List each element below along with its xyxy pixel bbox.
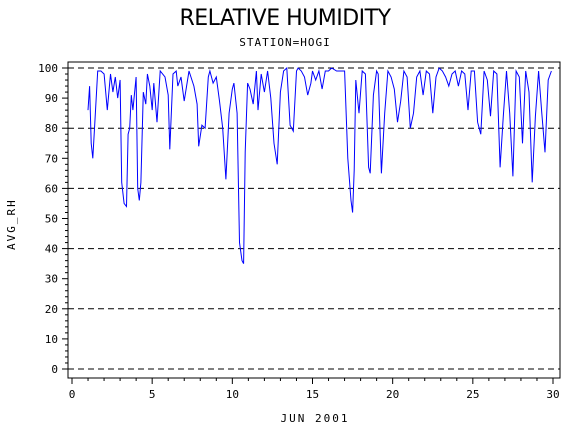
x-tick-label: 15 bbox=[306, 388, 319, 401]
x-tick-label: 20 bbox=[386, 388, 399, 401]
y-tick-label: 20 bbox=[45, 303, 58, 316]
x-axis-label: JUN 2001 bbox=[280, 412, 350, 425]
y-tick-label: 10 bbox=[45, 333, 58, 346]
y-tick-label: 30 bbox=[45, 273, 58, 286]
x-tick-label: 30 bbox=[546, 388, 559, 401]
y-tick-label: 100 bbox=[38, 62, 58, 75]
x-tick-label: 25 bbox=[466, 388, 479, 401]
rh-series-line bbox=[87, 66, 552, 264]
chart-subtitle: STATION=HOGI bbox=[239, 36, 331, 49]
x-tick-label: 5 bbox=[149, 388, 156, 401]
y-tick-label: 50 bbox=[45, 213, 58, 226]
y-tick-label: 80 bbox=[45, 122, 58, 135]
chart-title: RELATIVE HUMIDITY bbox=[179, 6, 391, 31]
x-tick-label: 10 bbox=[226, 388, 239, 401]
y-tick-label: 70 bbox=[45, 152, 58, 165]
y-tick-label: 0 bbox=[51, 363, 58, 376]
plot-frame bbox=[67, 61, 561, 379]
x-tick-label: 0 bbox=[69, 388, 76, 401]
y-tick-label: 90 bbox=[45, 92, 58, 105]
y-tick-label: 60 bbox=[45, 182, 58, 195]
y-tick-label: 40 bbox=[45, 243, 58, 256]
